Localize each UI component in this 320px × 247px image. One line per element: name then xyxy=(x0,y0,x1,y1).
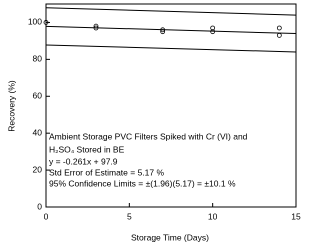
data-point xyxy=(93,25,99,31)
y-tick-label: 20 xyxy=(33,164,43,174)
y-tick-label: 80 xyxy=(33,54,43,64)
annotation: 95% Confidence Limits = ±(1.96)(5.17) = … xyxy=(49,178,236,188)
data-point xyxy=(160,27,166,33)
annotation: y = -0.261x + 97.9 xyxy=(49,156,118,166)
y-tick-label: 40 xyxy=(33,127,43,137)
plot-frame xyxy=(45,3,297,208)
data-point xyxy=(93,23,99,29)
fit-line xyxy=(45,25,297,35)
data-point xyxy=(210,25,216,31)
x-tick-label: 10 xyxy=(208,211,218,221)
y-axis-label: Recovery (%) xyxy=(6,80,16,132)
x-axis-label: Storage Time (Days) xyxy=(131,232,209,242)
data-point xyxy=(160,29,166,35)
fit-line xyxy=(45,44,297,53)
fit-line xyxy=(45,7,297,16)
y-tick-label: 60 xyxy=(33,91,43,101)
x-tick-label: 0 xyxy=(44,211,49,221)
x-tick-label: 5 xyxy=(127,211,132,221)
chart: Recovery (%) Storage Time (Days) 0 20 40 60… xyxy=(6,3,301,242)
y-tick-label: 0 xyxy=(37,201,42,211)
annotation: Std Error of Estimate = 5.17 % xyxy=(49,167,164,177)
y-tick-label: 100 xyxy=(28,17,42,27)
data-point xyxy=(276,32,282,38)
annotation: Ambient Storage PVC Filters Spiked with … xyxy=(49,131,248,141)
data-point xyxy=(43,20,49,25)
annotation: H₂SO₄ Stored in BE xyxy=(49,144,125,154)
data-point xyxy=(276,25,282,31)
x-tick-label: 15 xyxy=(291,211,301,221)
